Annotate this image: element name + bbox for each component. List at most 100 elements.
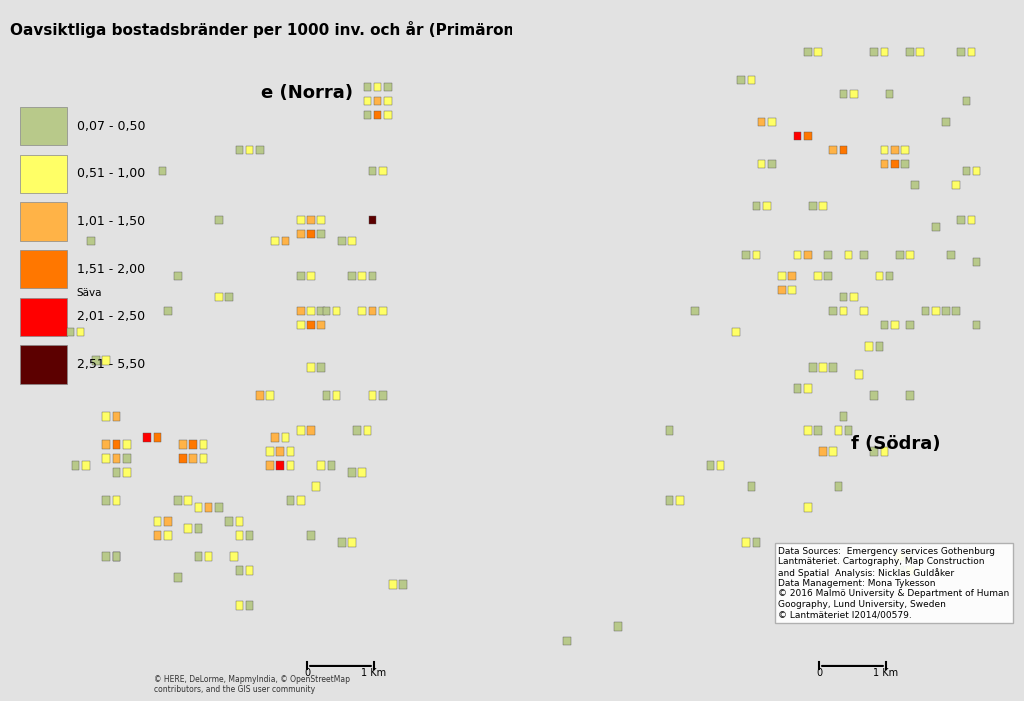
Bar — [282, 237, 290, 245]
FancyBboxPatch shape — [20, 297, 67, 336]
Bar — [881, 48, 888, 56]
Bar — [364, 426, 371, 435]
Bar — [768, 160, 776, 168]
Bar — [164, 517, 172, 526]
Text: 2,51 - 5,50: 2,51 - 5,50 — [77, 358, 145, 371]
Bar — [200, 454, 207, 463]
Bar — [901, 146, 909, 154]
Bar — [317, 307, 326, 315]
Bar — [369, 391, 377, 400]
Bar — [906, 251, 914, 259]
Bar — [906, 552, 914, 561]
Bar — [707, 461, 715, 470]
Bar — [819, 447, 827, 456]
Bar — [297, 496, 305, 505]
Bar — [246, 566, 254, 575]
Bar — [968, 216, 976, 224]
Bar — [123, 468, 131, 477]
Bar — [906, 48, 914, 56]
Bar — [256, 146, 264, 154]
Bar — [891, 321, 899, 329]
Bar — [113, 468, 121, 477]
Bar — [911, 181, 920, 189]
Bar — [809, 202, 817, 210]
Bar — [963, 97, 971, 105]
Polygon shape — [0, 0, 512, 701]
Bar — [973, 321, 981, 329]
Bar — [932, 307, 940, 315]
Bar — [364, 111, 371, 119]
Bar — [901, 160, 909, 168]
Bar — [184, 496, 193, 505]
Bar — [804, 426, 811, 435]
Bar — [266, 461, 274, 470]
Bar — [364, 83, 371, 91]
Bar — [829, 363, 838, 372]
Bar — [963, 167, 971, 175]
Bar — [778, 286, 786, 294]
Bar — [333, 307, 340, 315]
Bar — [691, 307, 699, 315]
Text: 0,07 - 0,50: 0,07 - 0,50 — [77, 120, 145, 132]
Bar — [102, 440, 111, 449]
Bar — [154, 433, 162, 442]
Bar — [384, 83, 391, 91]
Bar — [215, 503, 223, 512]
Bar — [92, 356, 100, 365]
Text: f (Södra): f (Södra) — [851, 435, 941, 453]
Bar — [164, 531, 172, 540]
Bar — [614, 622, 622, 631]
Bar — [384, 97, 391, 105]
Bar — [788, 286, 797, 294]
Bar — [113, 454, 121, 463]
Bar — [374, 83, 381, 91]
Bar — [881, 447, 888, 456]
Bar — [348, 468, 356, 477]
Bar — [860, 307, 868, 315]
Bar — [819, 363, 827, 372]
Bar — [179, 454, 186, 463]
Bar — [666, 426, 674, 435]
Bar — [307, 307, 315, 315]
Bar — [835, 426, 842, 435]
Bar — [389, 580, 397, 589]
Bar — [307, 272, 315, 280]
Bar — [942, 118, 950, 126]
Bar — [906, 321, 914, 329]
Bar — [205, 552, 213, 561]
Bar — [829, 447, 838, 456]
Bar — [881, 146, 888, 154]
Bar — [215, 216, 223, 224]
Bar — [205, 503, 213, 512]
Bar — [113, 412, 121, 421]
Bar — [102, 412, 111, 421]
Bar — [72, 461, 80, 470]
Text: 0: 0 — [304, 669, 310, 679]
Bar — [891, 160, 899, 168]
Polygon shape — [512, 0, 1024, 701]
Bar — [287, 496, 295, 505]
Bar — [123, 454, 131, 463]
Text: © HERE, DeLorme, MapmyIndia, © OpenStreetMap
contributors, and the GIS user comm: © HERE, DeLorme, MapmyIndia, © OpenStree… — [154, 674, 349, 694]
Bar — [82, 461, 90, 470]
Bar — [804, 48, 811, 56]
Bar — [174, 573, 182, 582]
Bar — [307, 216, 315, 224]
Bar — [922, 307, 930, 315]
Bar — [353, 426, 360, 435]
Bar — [348, 538, 356, 547]
Bar — [195, 503, 203, 512]
Bar — [200, 440, 207, 449]
Bar — [317, 363, 326, 372]
Text: 1 Km: 1 Km — [873, 669, 898, 679]
Bar — [876, 272, 883, 280]
Bar — [230, 552, 238, 561]
Bar — [195, 524, 203, 533]
Bar — [271, 237, 279, 245]
Bar — [829, 307, 838, 315]
Bar — [256, 391, 264, 400]
Bar — [317, 321, 326, 329]
Bar — [348, 237, 356, 245]
Bar — [189, 454, 197, 463]
Bar — [364, 97, 371, 105]
